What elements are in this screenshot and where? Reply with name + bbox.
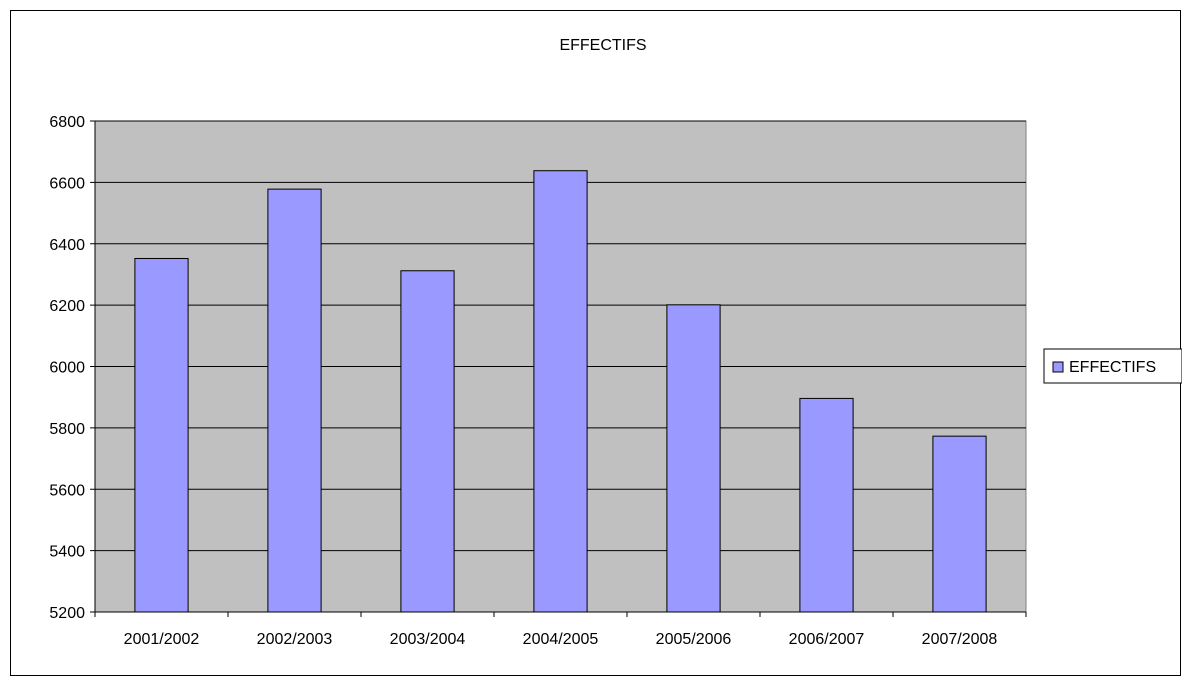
y-tick-label: 6400 [49, 237, 85, 254]
bar-2005-2006 [666, 304, 721, 613]
bar-2006-2007 [799, 397, 854, 613]
bar-2001-2002 [134, 257, 189, 613]
y-tick-label: 6000 [49, 360, 85, 377]
legend: EFFECTIFS [1043, 348, 1182, 384]
y-tick-label: 6800 [49, 114, 85, 131]
y-tick-label: 6200 [49, 298, 85, 315]
x-tick-label: 2006/2007 [789, 631, 865, 648]
bar-2002-2003 [267, 188, 322, 613]
legend-swatch [1052, 361, 1064, 373]
bar-2003-2004 [400, 270, 455, 613]
y-tick-label: 5200 [49, 605, 85, 622]
y-axis-ticks: 5200 5400 5600 5800 6000 6200 6400 6600 6800 [49, 114, 95, 622]
x-tick-label: 2004/2005 [523, 631, 599, 648]
bars [134, 170, 987, 613]
x-tick-label: 2005/2006 [656, 631, 732, 648]
x-tick-label: 2003/2004 [390, 631, 466, 648]
y-tick-label: 6600 [49, 175, 85, 192]
x-tick-label: 2001/2002 [124, 631, 200, 648]
x-axis-ticks: 2001/2002 2002/2003 2003/2004 2004/2005 2005… [94, 612, 1027, 648]
bar-2007-2008 [932, 435, 987, 613]
y-tick-label: 5800 [49, 421, 85, 438]
legend-label: EFFECTIFS [1069, 359, 1156, 376]
y-tick-label: 5600 [49, 482, 85, 499]
x-tick-label: 2002/2003 [257, 631, 333, 648]
legend-box [1043, 348, 1182, 384]
y-tick-label: 5400 [49, 544, 85, 561]
bar-2004-2005 [533, 170, 588, 613]
x-tick-label: 2007/2008 [922, 631, 998, 648]
chart-title: EFFECTIFS [559, 37, 646, 54]
